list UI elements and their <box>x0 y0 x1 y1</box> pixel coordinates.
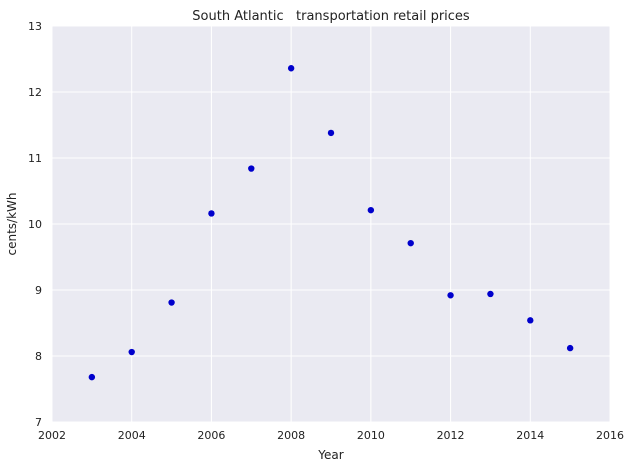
y-axis-label: cents/kWh <box>5 192 19 255</box>
x-tick-label: 2002 <box>38 429 66 442</box>
data-point <box>447 292 454 299</box>
y-tick-label: 10 <box>28 218 42 231</box>
data-point <box>566 344 574 352</box>
data-point <box>88 373 96 381</box>
x-tick-label: 2006 <box>197 429 225 442</box>
data-point <box>248 165 255 172</box>
x-tick-label: 2010 <box>357 429 385 442</box>
data-point <box>407 239 414 247</box>
data-point <box>527 317 534 324</box>
y-tick-labels: 7 8 9 10 11 12 13 <box>28 20 42 429</box>
data-point <box>327 129 335 137</box>
data-point <box>128 348 135 356</box>
chart-title: South Atlantic transportation retail pri… <box>192 9 470 24</box>
data-points <box>88 65 574 381</box>
y-tick-label: 12 <box>28 86 42 99</box>
data-point <box>487 290 494 298</box>
y-tick-label: 9 <box>35 284 42 297</box>
data-point <box>367 206 375 214</box>
data-point <box>168 299 175 306</box>
x-tick-label: 2004 <box>118 429 146 442</box>
y-tick-label: 13 <box>28 20 42 33</box>
x-tick-label: 2016 <box>596 429 624 442</box>
gridlines <box>51 25 611 423</box>
y-tick-label: 8 <box>35 350 42 363</box>
x-tick-label: 2012 <box>437 429 465 442</box>
x-tick-label: 2008 <box>277 429 305 442</box>
data-point <box>208 210 215 217</box>
y-tick-label: 7 <box>35 416 42 429</box>
x-tick-labels: 2002 2004 2006 2008 2010 2012 2014 2016 <box>38 429 624 442</box>
data-point <box>287 65 295 72</box>
x-tick-label: 2014 <box>516 429 544 442</box>
x-axis-label: Year <box>317 448 343 462</box>
y-tick-label: 11 <box>28 152 42 165</box>
